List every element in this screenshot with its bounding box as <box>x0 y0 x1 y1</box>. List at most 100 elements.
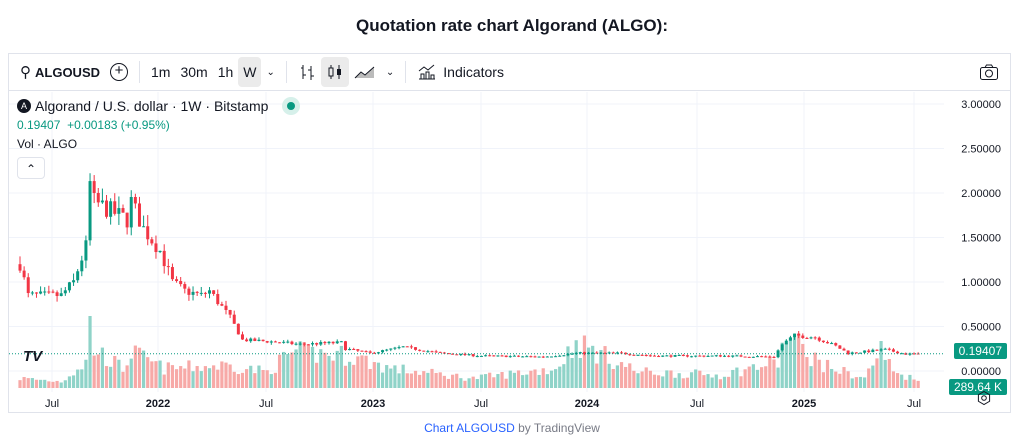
candle-body <box>273 341 277 343</box>
candle-body <box>352 348 356 350</box>
candle-body <box>335 341 339 344</box>
candle-body <box>521 356 525 358</box>
candle-body <box>125 212 129 228</box>
candle-body <box>842 348 846 351</box>
candle-body <box>434 351 438 353</box>
volume-bar <box>483 374 488 388</box>
time-tick: 2025 <box>792 398 816 410</box>
candle-body <box>838 345 842 349</box>
volume-bar <box>39 379 43 388</box>
volume-bar <box>900 374 904 388</box>
candle-body <box>887 348 891 350</box>
compare-button[interactable]: + <box>105 57 133 87</box>
volume-bar <box>615 365 619 388</box>
candle-body <box>760 356 764 358</box>
volume-bar <box>174 369 179 388</box>
candle-body <box>430 351 434 353</box>
candle-body <box>265 341 269 343</box>
collapse-legend-button[interactable]: ⌃ <box>17 157 45 179</box>
volume-bar <box>611 369 615 388</box>
volume-bar <box>269 374 273 388</box>
candle-body <box>603 352 607 354</box>
candle-body <box>356 349 360 351</box>
candle-body <box>170 267 174 280</box>
volume-bar <box>455 373 459 388</box>
candle-body <box>830 343 834 345</box>
volume-bar <box>817 359 821 388</box>
volume-bar <box>430 368 434 388</box>
candle-body <box>348 348 352 351</box>
chart-link[interactable]: Chart ALGOUSD <box>424 421 515 435</box>
candles-style-button[interactable] <box>320 57 349 87</box>
candle-body <box>805 337 809 339</box>
area-style-button[interactable] <box>349 57 381 87</box>
candle-body <box>698 355 702 357</box>
plus-circle-icon: + <box>110 63 128 81</box>
interval-1m[interactable]: 1m <box>151 64 171 80</box>
candle-body <box>117 208 121 214</box>
candle-body <box>385 349 389 351</box>
volume-bar <box>842 367 846 388</box>
volume-bar <box>632 370 636 388</box>
candle-body <box>269 341 273 343</box>
candle-body <box>640 354 644 356</box>
symbol-search[interactable]: ⚲ ALGOUSD <box>15 57 105 87</box>
interval-30m[interactable]: 30m <box>180 64 208 80</box>
screenshot-button[interactable] <box>974 57 1004 87</box>
candle-body <box>858 352 862 354</box>
volume-bar <box>203 366 207 388</box>
volume-bar <box>360 355 364 388</box>
price-chart[interactable]: 3.00000 2.50000 2.00000 1.50000 1.00000 0.500… <box>9 92 1010 412</box>
volume-bar <box>232 371 236 388</box>
volume-bar <box>389 368 393 388</box>
candle-body <box>311 343 315 345</box>
indicators-button[interactable]: Indicators <box>412 57 509 87</box>
volume-bar <box>442 375 446 388</box>
volume-bar <box>343 365 348 388</box>
time-tick: 2024 <box>575 398 600 410</box>
candle-body <box>636 354 640 356</box>
volume-bar <box>104 366 109 388</box>
candle-body <box>397 347 401 349</box>
candle-body <box>879 349 883 351</box>
volume-bar <box>26 378 30 388</box>
interval-w[interactable]: W <box>238 57 262 87</box>
tradingview-logo[interactable]: TV <box>23 348 43 365</box>
candle-body <box>59 293 63 296</box>
candle-body <box>702 355 706 357</box>
volume-bar <box>689 372 694 388</box>
candle-body <box>286 341 290 343</box>
volume-bar <box>319 349 323 388</box>
volume-bar <box>677 373 681 388</box>
settings-button[interactable] <box>976 390 992 411</box>
candle-body <box>199 292 203 294</box>
candle-body <box>55 292 59 296</box>
volume-bar <box>805 357 809 388</box>
interval-dropdown[interactable]: ⌄ <box>261 57 279 87</box>
bars-style-button[interactable] <box>293 57 321 87</box>
volume-bar <box>331 360 335 388</box>
candle-body <box>558 355 562 357</box>
volume-bar <box>858 376 863 388</box>
candle-body <box>484 355 488 357</box>
chart-type-dropdown[interactable]: ⌄ <box>381 57 399 87</box>
candle-body <box>665 355 669 357</box>
volume-bar <box>154 361 158 388</box>
volume-label: Vol · ALGO <box>17 137 78 151</box>
candle-body <box>537 356 541 358</box>
volume-bar <box>710 377 714 388</box>
candle-body <box>755 356 759 358</box>
candle-body <box>681 354 685 356</box>
interval-1h[interactable]: 1h <box>217 64 234 80</box>
volume-bar <box>273 372 278 388</box>
candle-body <box>343 341 347 351</box>
volume-bar <box>310 346 315 388</box>
area-chart-icon <box>354 66 375 79</box>
candle-body <box>867 350 871 353</box>
volume-bar <box>694 369 698 388</box>
candle-body <box>92 181 96 193</box>
candle-body <box>409 346 413 348</box>
last-price-label: 0.19407 <box>953 343 1007 359</box>
price-tick: 0.50000 <box>961 322 1001 334</box>
volume-bar <box>500 372 504 388</box>
